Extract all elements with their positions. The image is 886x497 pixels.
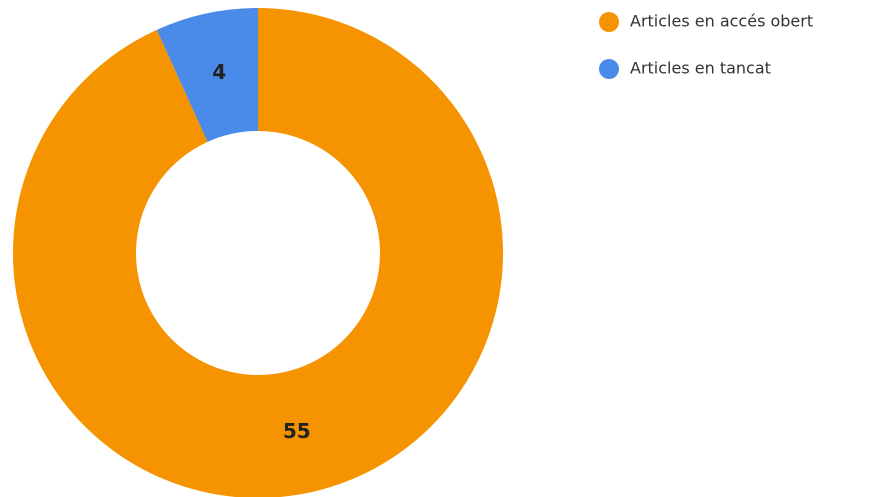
- legend-swatch: [599, 12, 619, 32]
- value-label: 55: [283, 419, 311, 443]
- donut-slice: [13, 8, 503, 497]
- legend-text: Articles en tancat: [630, 59, 771, 78]
- donut-slice: [156, 8, 258, 142]
- value-label: 4: [212, 60, 226, 84]
- legend-text: Articles en accés obert: [630, 12, 813, 31]
- legend-swatch: [599, 59, 619, 79]
